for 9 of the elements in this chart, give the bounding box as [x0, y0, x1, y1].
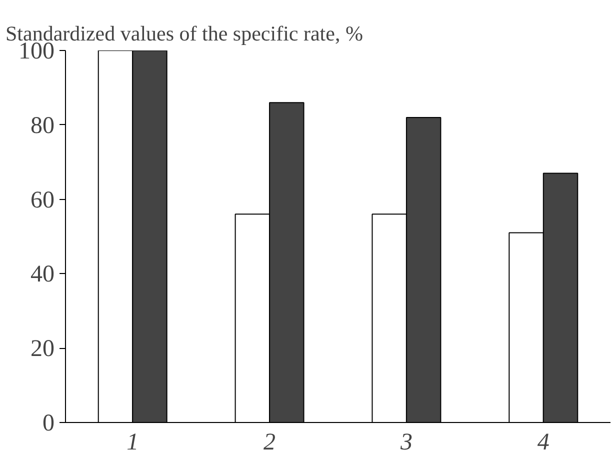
y-tick-label: 0 — [42, 410, 54, 436]
y-tick-label: 40 — [30, 262, 54, 288]
y-tick-label: 60 — [30, 187, 54, 214]
y-tick-label: 80 — [30, 112, 54, 139]
x-tick-label: 1 — [126, 430, 139, 452]
x-tick-label: 3 — [399, 430, 412, 452]
y-tick-label: 20 — [30, 336, 54, 362]
x-tick-label: 2 — [264, 430, 276, 452]
x-tick-label: 4 — [537, 430, 550, 452]
